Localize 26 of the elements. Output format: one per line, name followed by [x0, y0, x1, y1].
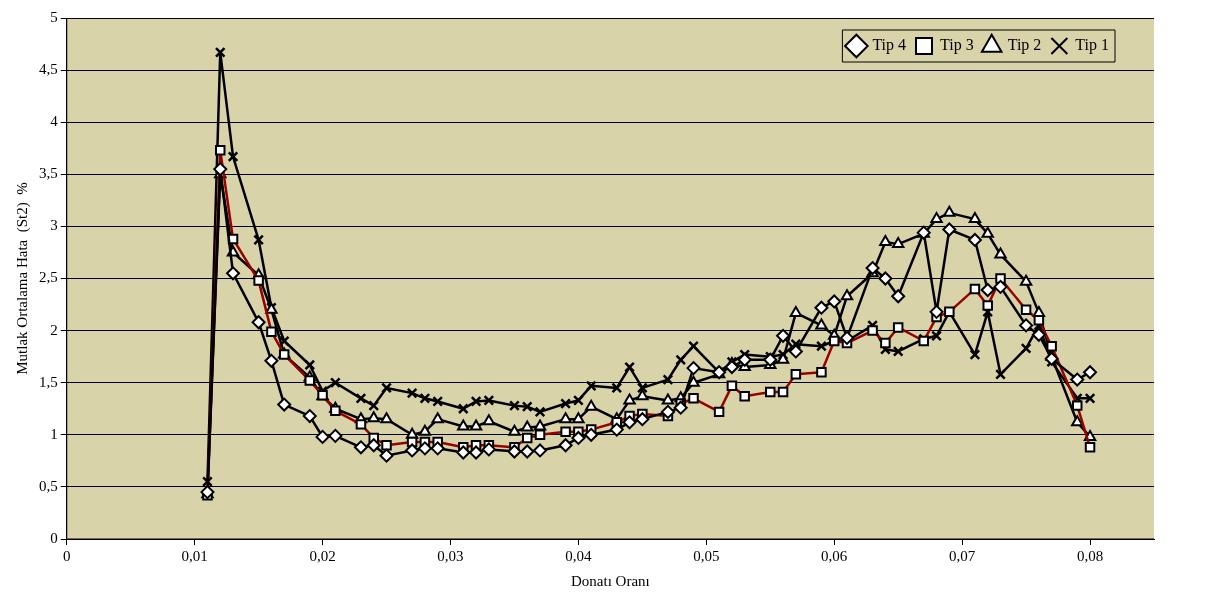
y-tick-label: 2 [50, 321, 58, 338]
x-tick-label: 0,02 [309, 547, 336, 564]
x-tick-label: 0,08 [1076, 547, 1104, 564]
y-axis-title: Mutlak Ortalama Hata (St2) % [13, 182, 31, 375]
y-tick-label: 1 [50, 425, 58, 442]
y-tick-label: 2,5 [39, 269, 58, 286]
y-tick-label: 3 [50, 217, 58, 234]
x-tick-label: 0,01 [181, 547, 208, 564]
y-tick-label: 4 [50, 113, 59, 130]
x-tick-label: 0,07 [949, 547, 976, 564]
y-tick-label: 4,5 [39, 61, 58, 78]
x-tick-label: 0,06 [821, 547, 848, 564]
legend-label: Tip 1 [1075, 36, 1109, 55]
x-axis-title: Donatı Oranı [571, 572, 650, 589]
y-tick-label: 3,5 [39, 165, 58, 182]
x-tick-label: 0,04 [565, 547, 593, 564]
legend-label: Tip 2 [1007, 36, 1042, 55]
y-tick-label: 0,5 [39, 477, 58, 494]
legend-label: Tip 3 [940, 36, 974, 55]
y-tick-label: 1,5 [39, 373, 58, 390]
x-tick-label: 0,05 [693, 547, 720, 564]
legend-label: Tip 4 [872, 36, 907, 55]
y-tick-label: 5 [50, 8, 58, 25]
x-tick-label: 0 [63, 547, 71, 564]
x-tick-label: 0,03 [437, 547, 464, 564]
y-tick-label: 0 [50, 529, 58, 546]
